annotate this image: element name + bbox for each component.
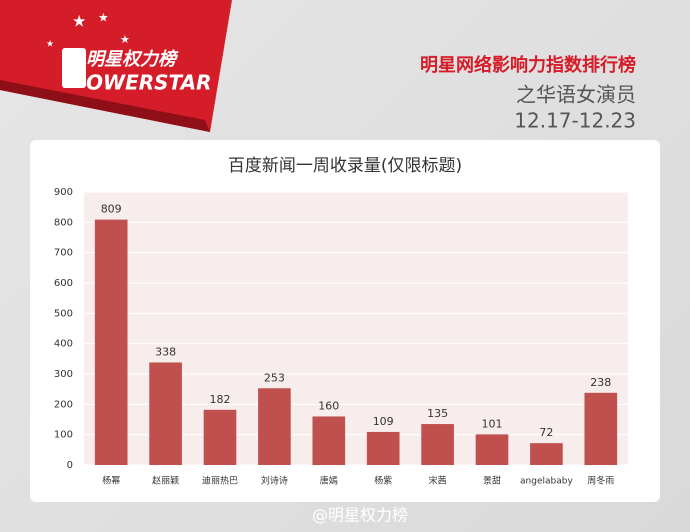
bar xyxy=(312,416,346,465)
y-tick-label: 200 xyxy=(54,399,73,410)
logo-brand: OWERSTAR xyxy=(86,71,212,95)
data-label: 238 xyxy=(590,376,611,389)
star: ★ xyxy=(120,33,130,46)
y-tick-label: 700 xyxy=(54,248,73,259)
bar xyxy=(584,392,618,465)
x-tick-label: 宋茜 xyxy=(429,475,447,487)
x-tick-label: 周冬雨 xyxy=(587,475,614,487)
watermark: @明星权力榜 xyxy=(312,506,408,525)
x-tick-label: 景甜 xyxy=(483,475,501,487)
star: ★ xyxy=(46,40,54,50)
y-tick-label: 600 xyxy=(54,278,73,289)
y-tick-label: 100 xyxy=(54,430,73,441)
data-label: 182 xyxy=(210,393,231,406)
logo-p xyxy=(62,48,86,88)
x-tick-label: 唐嫣 xyxy=(320,475,338,487)
star: ★ xyxy=(98,11,109,25)
data-label: 109 xyxy=(373,415,394,428)
header-subtitle: 之华语女演员 xyxy=(516,83,636,107)
y-tick-label: 500 xyxy=(54,308,73,319)
data-label: 160 xyxy=(318,399,339,412)
data-label: 72 xyxy=(539,426,553,439)
y-tick-label: 800 xyxy=(54,217,73,228)
data-label: 253 xyxy=(264,371,285,384)
bar xyxy=(421,424,454,465)
bar xyxy=(475,434,509,465)
y-tick-label: 900 xyxy=(54,187,73,198)
x-tick-label: 迪丽热巴 xyxy=(202,475,238,487)
header-title: 明星网络影响力指数排行榜 xyxy=(420,54,636,76)
bar xyxy=(149,362,182,465)
y-tick-label: 300 xyxy=(54,369,73,380)
data-label: 338 xyxy=(155,345,176,358)
y-tick-label: 0 xyxy=(67,460,73,471)
bar xyxy=(258,388,291,465)
bar xyxy=(366,431,400,465)
x-tick-label: angelababy xyxy=(520,477,573,487)
x-tick-label: 刘诗诗 xyxy=(261,475,288,487)
bar xyxy=(203,409,237,465)
logo-shadow xyxy=(0,80,210,132)
bar xyxy=(530,443,563,465)
data-label: 101 xyxy=(482,417,503,430)
x-tick-label: 杨紫 xyxy=(374,475,392,487)
header-dates: 12.17-12.23 xyxy=(514,109,636,133)
data-label: 809 xyxy=(101,203,122,216)
x-tick-label: 杨幂 xyxy=(102,475,120,487)
star: ★ xyxy=(72,12,86,31)
bar xyxy=(94,219,128,465)
logo-name: 明星权力榜 xyxy=(86,49,179,70)
x-tick-label: 赵丽颖 xyxy=(152,475,179,487)
data-label: 135 xyxy=(427,407,448,420)
chart-title: 百度新闻一周收录量(仅限标题) xyxy=(228,156,462,176)
y-tick-label: 400 xyxy=(54,339,73,350)
